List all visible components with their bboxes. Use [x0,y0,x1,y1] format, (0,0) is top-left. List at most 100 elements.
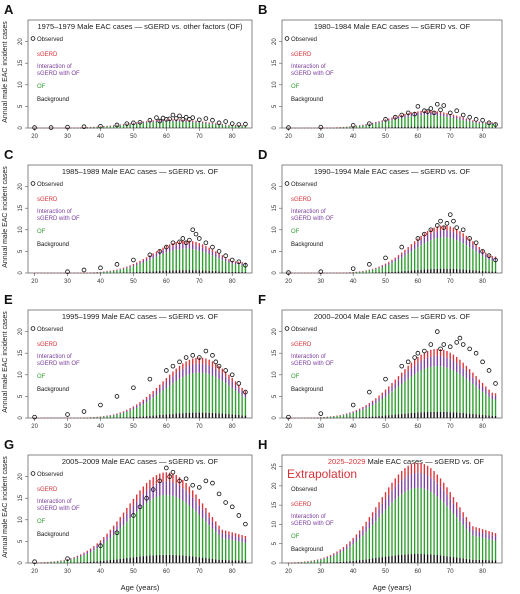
bar-segment-of [391,502,393,556]
legend-background: Background [37,242,69,248]
bar-segment-of [449,368,451,413]
bar-segment-bg [436,555,438,563]
bar-segment-sgerd [478,528,481,532]
bar-segment-sgerd [355,534,358,538]
observed-point [444,221,450,226]
bar-segment-of [238,392,240,415]
observed-point [173,116,179,121]
bar-segment-of [394,499,396,556]
observed-point [438,218,443,224]
bar-segment-of [132,409,135,417]
bar-segment-of [430,491,432,555]
bar-segment-bg [417,553,419,563]
bar-segment-of [155,122,158,128]
bar-segment-bg [459,557,461,563]
bar-segment-of [152,397,154,416]
bar-segment-bg [375,127,377,128]
bar-segment-bg [384,127,387,128]
bar-segment-bg [149,415,151,418]
legend-of: OF [291,534,300,540]
bar-segment-bg [159,414,161,418]
bar-segment-sgerd [494,533,497,537]
y-tick-label: 20 [18,328,24,335]
bar-segment-of [326,558,328,563]
bar-segment-sgerd [172,119,174,121]
bar-segment-inter [352,412,354,414]
bar-segment-of [329,557,332,563]
bar-segment-sgerd [205,358,207,365]
bar-segment-sgerd [452,497,455,504]
bar-segment-bg [384,272,387,273]
bar-segment-of [420,488,422,555]
bar-segment-inter [491,123,493,124]
bar-segment-inter [201,247,204,252]
bar-segment-inter [494,395,497,400]
bar-segment-bg [205,412,207,418]
bar-segment-of [99,126,102,128]
y-tick-label: 0 [272,126,278,130]
bar-segment-of [388,506,390,557]
bar-segment-inter [485,254,487,258]
bar-segment-inter [481,252,484,256]
x-tick-label: 40 [350,134,357,140]
bar-segment-inter [185,490,187,503]
bar-segment-bg [215,559,217,563]
bar-segment-of [459,521,461,558]
bar-segment-bg [478,270,481,273]
bar-segment-sgerd [165,377,168,382]
bar-segment-of [149,400,151,416]
bar-segment-bg [129,557,131,563]
panel-letter: E [4,292,13,307]
bar-segment-of [96,417,98,418]
bar-segment-inter [407,475,409,491]
bar-segment-bg [142,556,144,563]
bar-segment-of [446,367,448,412]
bar-segment-of [362,125,364,128]
bar-segment-inter [99,542,102,547]
bar-segment-bg [185,270,187,273]
bar-segment-of [303,561,306,563]
bar-segment-bg [86,561,88,563]
bar-segment-of [89,552,92,562]
bar-segment-sgerd [381,120,383,122]
bar-segment-bg [211,412,214,418]
bar-segment-bg [112,559,115,563]
bar-segment-bg [420,412,422,418]
bar-segment-sgerd [401,372,403,378]
bar-segment-inter [407,371,409,379]
bar-segment-bg [378,415,380,418]
observed-point [154,115,159,120]
bar-segment-of [446,237,448,269]
bar-segment-bg [195,127,197,128]
bar-segment-of [244,542,247,561]
bar-segment-bg [358,560,361,563]
bar-segment-of [136,511,138,557]
observed-point [415,236,421,241]
legend-interaction: sGERD with OF [291,216,334,222]
bar-segment-bg [195,412,197,418]
bar-segment-bg [420,554,422,563]
bar-segment-of [472,249,474,271]
observed-point [236,122,242,127]
bar-segment-bg [129,272,131,273]
bar-segment-of [388,264,390,272]
y-tick-label: 0 [18,271,24,275]
bar-segment-of [494,540,497,561]
observed-point [223,253,228,259]
bar-segment-inter [381,121,383,123]
bar-segment-of [234,125,237,128]
panel-letter: A [4,2,14,17]
bar-segment-sgerd [478,121,481,123]
bar-segment-sgerd [165,245,168,249]
observed-point [32,559,37,565]
bar-segment-bg [149,271,151,273]
bar-segment-bg [397,271,400,273]
x-tick-label: 60 [415,134,422,140]
bar-segment-inter [159,482,161,496]
bar-segment-of [485,538,487,561]
bar-segment-inter [456,233,458,241]
bar-segment-of [96,548,98,562]
bar-segment-bg [475,559,477,563]
